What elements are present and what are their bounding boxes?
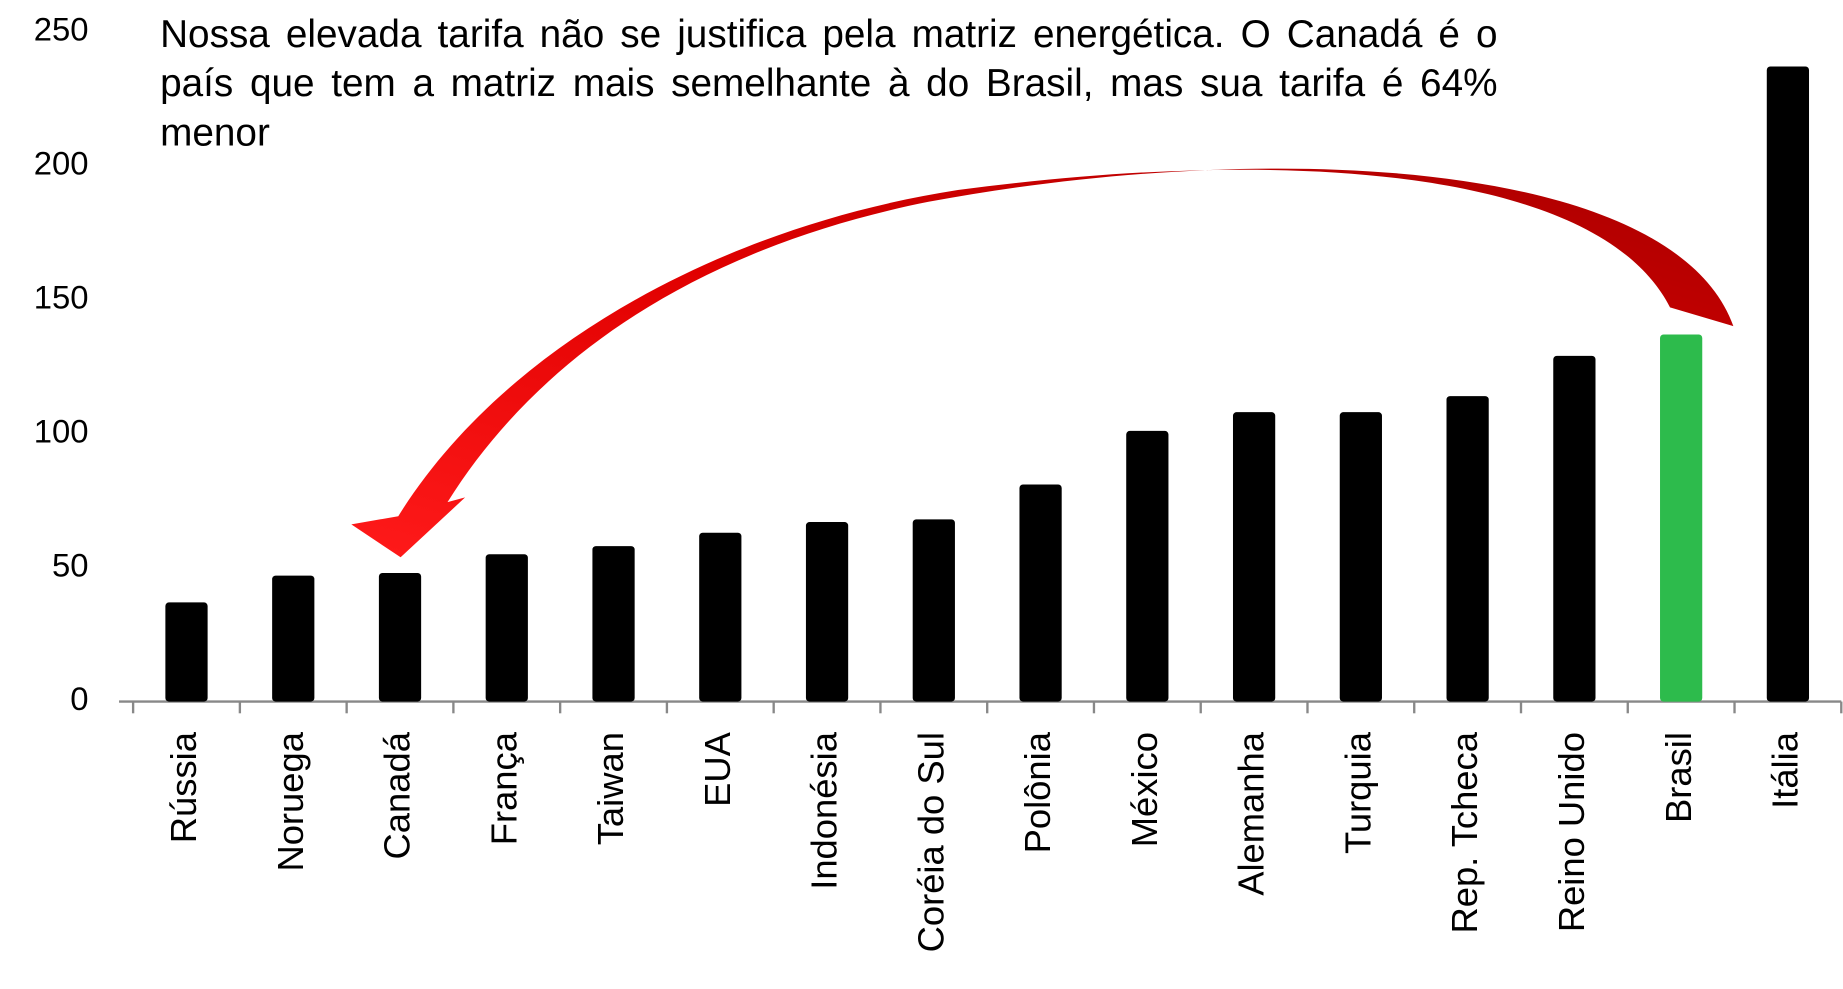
- y-tick-label: 250: [34, 10, 89, 47]
- bar: [912, 519, 955, 702]
- y-tick-label: 150: [34, 278, 89, 315]
- x-tick-label: EUA: [697, 731, 738, 807]
- x-tick-label: Rússia: [163, 731, 204, 843]
- x-tick-label: Alemanha: [1231, 731, 1272, 896]
- y-tick-label: 50: [52, 546, 89, 583]
- x-tick-label: França: [483, 731, 524, 845]
- x-tick-label: Indonésia: [804, 731, 845, 889]
- bar: [1019, 484, 1062, 702]
- x-tick-label: Brasil: [1658, 732, 1699, 823]
- annotation-box: Nossa elevada tarifa não se justifica pe…: [160, 11, 1498, 154]
- bar: [1660, 334, 1703, 702]
- bar: [1766, 66, 1810, 702]
- x-tick-label: Coréia do Sul: [910, 732, 951, 952]
- bar: [699, 532, 742, 702]
- y-tick-label: 100: [34, 412, 89, 449]
- x-tick-label: Canadá: [377, 731, 418, 859]
- x-tick-label: Noruega: [270, 731, 311, 871]
- x-tick-label: Turquia: [1337, 731, 1378, 854]
- bar: [1446, 396, 1489, 702]
- x-tick-label: Reino Unido: [1551, 732, 1592, 932]
- annotation: Nossa elevada tarifa não se justifica pe…: [160, 11, 1498, 154]
- x-tick-label: Taiwan: [590, 732, 631, 845]
- bar: [1232, 412, 1276, 702]
- bar: [1339, 412, 1382, 702]
- bar: [165, 602, 208, 702]
- x-tick-label: México: [1124, 732, 1165, 847]
- bar: [805, 522, 849, 702]
- bar: [272, 575, 315, 702]
- bar: [485, 554, 528, 702]
- y-tick-label: 200: [34, 144, 89, 181]
- bar: [1553, 355, 1596, 702]
- x-tick-label: Itália: [1765, 731, 1806, 809]
- bar: [378, 572, 422, 702]
- x-tick-label: Polônia: [1017, 731, 1058, 853]
- x-tick-label: Rep. Tcheca: [1444, 731, 1485, 933]
- bar: [592, 546, 635, 702]
- bar: [1126, 430, 1169, 702]
- y-tick-label: 0: [70, 680, 88, 717]
